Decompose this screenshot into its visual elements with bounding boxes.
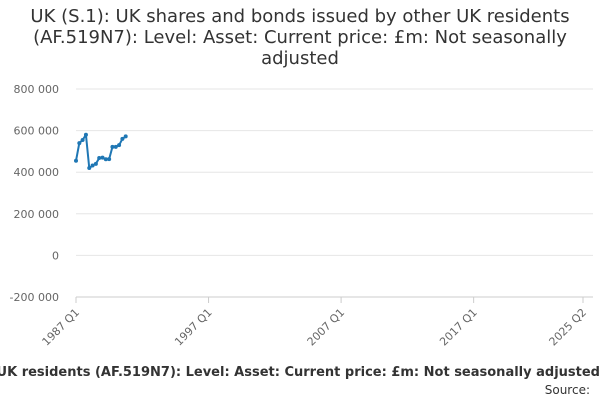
data-point[interactable] — [113, 144, 118, 149]
source-label: Source: — [544, 383, 590, 397]
data-point[interactable] — [77, 141, 82, 146]
data-point[interactable] — [83, 132, 88, 137]
data-point[interactable] — [120, 136, 125, 141]
data-point[interactable] — [123, 134, 128, 139]
data-point[interactable] — [107, 157, 112, 162]
chart-title: UK (S.1): UK shares and bonds issued by … — [30, 6, 570, 69]
x-tick-label: 2007 Q1 — [305, 306, 348, 349]
footer-title: UK (S.1): UK shares and bonds issued by … — [0, 365, 600, 380]
data-point[interactable] — [97, 156, 102, 161]
data-point[interactable] — [110, 144, 115, 149]
data-point[interactable] — [117, 143, 122, 148]
y-tick-label: 400 000 — [14, 166, 60, 179]
x-tick-label: 1997 Q1 — [172, 306, 215, 349]
grid-lines — [76, 88, 593, 298]
y-tick-label: 0 — [52, 249, 59, 262]
y-tick-label: 600 000 — [14, 125, 60, 138]
x-tick-label: 2025 Q2 — [547, 306, 590, 349]
series-group — [74, 132, 128, 171]
data-point[interactable] — [74, 158, 78, 163]
data-point[interactable] — [90, 163, 95, 168]
data-point[interactable] — [103, 157, 108, 162]
y-axis-ticks: 800 000 600 000 400 000 200 000 0 -200 000 — [10, 83, 59, 304]
data-point[interactable] — [100, 155, 105, 160]
x-tick-label: 2017 Q1 — [437, 306, 480, 349]
data-point[interactable] — [80, 137, 85, 142]
data-point[interactable] — [93, 161, 98, 166]
y-tick-label: 800 000 — [14, 83, 60, 96]
x-tick-label: 1987 Q1 — [40, 306, 83, 349]
y-tick-label: -200 000 — [10, 291, 59, 304]
y-tick-label: 200 000 — [14, 208, 60, 221]
data-point[interactable] — [87, 166, 92, 171]
x-axis: 1987 Q1 1997 Q1 2007 Q1 2017 Q1 2025 Q2 — [40, 296, 593, 349]
